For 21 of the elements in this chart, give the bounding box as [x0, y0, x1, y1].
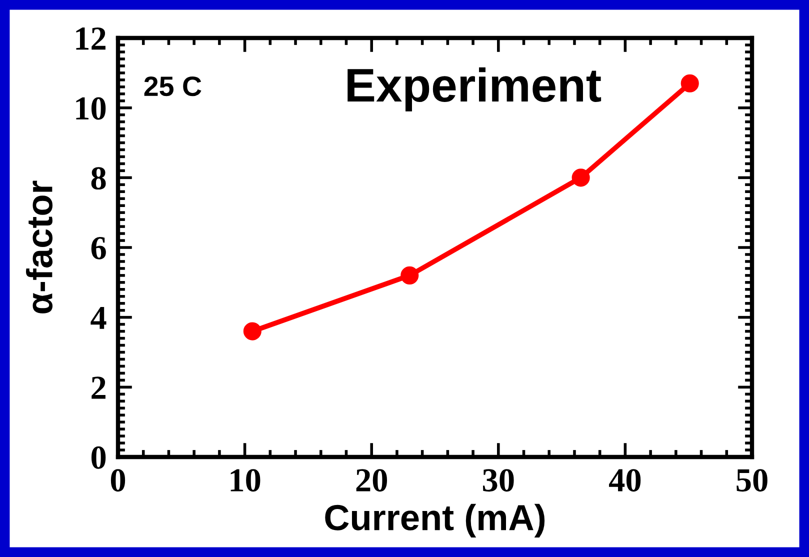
y-tick-label: 8: [91, 167, 106, 190]
point: [680, 74, 699, 92]
point: [400, 266, 419, 284]
x-tick-label: 10: [230, 469, 260, 492]
x-tick-label: 40: [608, 469, 641, 492]
y-tick-label: 12: [76, 27, 106, 50]
y-tick-label: 6: [91, 236, 106, 260]
y-tick-label: 10: [76, 97, 106, 120]
point: [572, 168, 590, 187]
annotation: 25 C: [144, 76, 202, 96]
x-tick-label: 0: [110, 469, 126, 492]
x-tick-label: 30: [482, 469, 514, 492]
y-tick-label: 2: [92, 376, 106, 399]
y-tick-label: 0: [91, 446, 106, 469]
x-tick-label: 50: [736, 469, 768, 492]
x-tick-label: 20: [356, 469, 387, 492]
point: [243, 322, 262, 340]
y-tick-label: 4: [90, 306, 106, 329]
y-axis-title: α-factor: [26, 180, 53, 314]
x-axis-title: Current (mA): [325, 504, 545, 538]
text: Experiment: [348, 67, 602, 112]
